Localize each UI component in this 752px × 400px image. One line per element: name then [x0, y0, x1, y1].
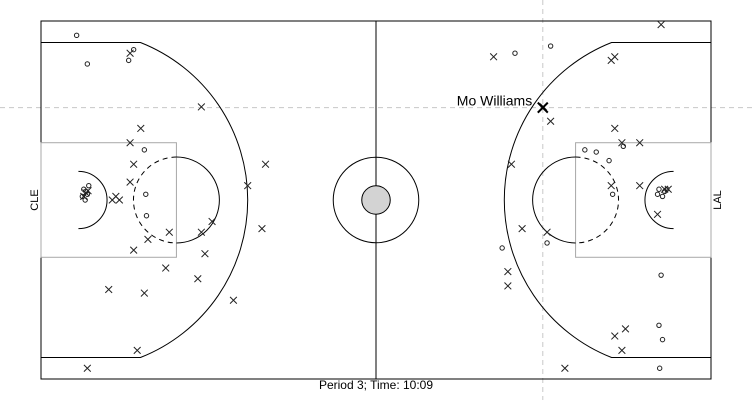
shot-made-marker [258, 224, 266, 233]
shot-missed-marker [656, 365, 663, 371]
shot-missed-marker [86, 182, 92, 189]
shot-made-marker [507, 160, 516, 168]
shot-missed-marker [130, 46, 137, 53]
free-throw-circle-left-outer [176, 156, 220, 244]
lane-right [575, 142, 712, 258]
restricted-arc-right [644, 170, 674, 230]
shot-made-marker [208, 217, 216, 226]
shot-made-marker [261, 160, 270, 168]
chart-caption: Period 3; Time: 10:09 [319, 378, 433, 392]
shot-made-marker [197, 228, 206, 236]
shot-made-marker [657, 20, 665, 29]
free-throw-circle-right-inner [575, 156, 619, 244]
shot-missed-marker [656, 186, 662, 192]
shot-missed-marker [609, 191, 616, 197]
shot-made-marker [165, 228, 174, 236]
shot-missed-marker [125, 57, 132, 64]
shot-made-marker [140, 289, 149, 297]
shot-missed-marker [659, 336, 666, 343]
shot-made-marker [129, 246, 138, 254]
three-point-line-left [41, 41, 249, 359]
restricted-arc-left [78, 170, 108, 230]
lane-left [40, 142, 177, 258]
center-circle [332, 156, 420, 244]
shot-made-marker [635, 138, 644, 147]
shot-missed-marker [658, 272, 664, 278]
shot-made-marker [518, 224, 526, 233]
shot-missed-marker [82, 197, 88, 203]
shot-made-marker [618, 346, 626, 355]
shot-missed-marker [79, 193, 86, 200]
shot-made-marker [489, 53, 498, 61]
shot-made-marker [611, 124, 619, 133]
shot-missed-marker [656, 322, 662, 328]
shot-made-marker [546, 117, 555, 125]
shot-missed-marker [664, 186, 670, 192]
shot-made-marker [161, 264, 170, 272]
shot-made-marker [229, 296, 238, 304]
highlighted-shot-marker [537, 101, 549, 114]
shot-made-marker [561, 364, 569, 373]
shot-missed-marker [84, 191, 91, 197]
team-left-label: CLE [29, 189, 41, 210]
shot-made-marker [201, 249, 209, 258]
shot-made-marker [126, 178, 134, 186]
shot-made-marker [504, 282, 512, 290]
shot-made-marker [133, 346, 141, 355]
shot-made-marker [243, 181, 252, 190]
shot-made-marker [635, 181, 644, 190]
shot-made-marker [126, 49, 134, 57]
shot-missed-marker [544, 240, 550, 246]
shot-missed-marker [141, 147, 148, 153]
shot-made-marker [607, 181, 615, 190]
shot-missed-marker [659, 193, 666, 200]
shot-missed-marker [654, 191, 661, 197]
shot-missed-marker [582, 147, 588, 153]
shot-missed-marker [143, 191, 149, 197]
shot-missed-marker [606, 157, 612, 164]
highlight-player-label: Mo Williams [457, 93, 532, 109]
shot-made-marker [104, 285, 113, 294]
three-point-line-right [503, 41, 711, 359]
shot-made-marker [137, 124, 145, 133]
shot-missed-marker [143, 213, 150, 219]
shot-made-marker [504, 267, 512, 276]
shot-made-marker [653, 210, 662, 219]
team-right-label: LAL [712, 190, 724, 210]
shot-made-marker [129, 160, 138, 168]
shot-missed-marker [547, 43, 554, 49]
shot-made-marker [543, 228, 551, 236]
shot-made-marker [197, 103, 206, 111]
shot-made-marker [126, 138, 134, 147]
shot-made-marker [611, 53, 619, 61]
shot-made-marker [611, 332, 619, 340]
shot-made-marker [621, 325, 630, 333]
shot-missed-marker [83, 188, 89, 195]
shot-missed-marker [499, 245, 505, 251]
shot-markers [73, 20, 672, 373]
shot-made-marker [83, 364, 92, 373]
shot-missed-marker [620, 143, 627, 150]
shot-made-marker [618, 138, 626, 147]
shot-missed-marker [73, 32, 80, 39]
free-throw-circle-left-inner [133, 156, 177, 244]
shot-missed-marker [84, 61, 91, 67]
shot-missed-marker [593, 149, 599, 155]
shot-made-marker [194, 275, 202, 283]
basketball-court [40, 20, 712, 380]
shot-made-marker [144, 235, 152, 244]
shot-missed-marker [512, 50, 518, 56]
free-throw-circle-right-outer [532, 156, 576, 244]
center-circle-inner [361, 185, 391, 215]
shot-made-marker [112, 192, 120, 201]
